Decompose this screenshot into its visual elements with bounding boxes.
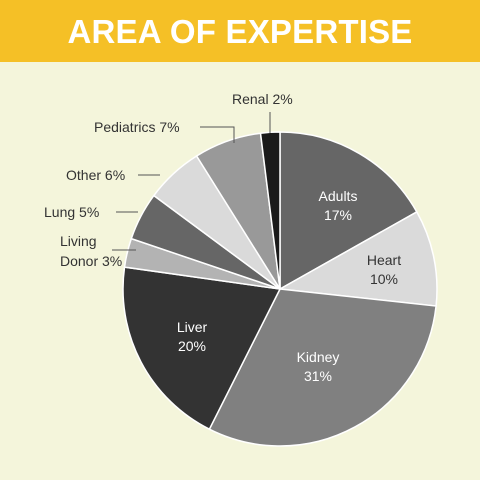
slice-label-lung: Lung 5% — [44, 204, 99, 220]
pie-slice-liver — [122, 266, 282, 431]
title-bar: AREA OF EXPERTISE — [0, 0, 480, 62]
slice-value-heart: 10% — [370, 271, 398, 287]
slice-label-renal: Renal 2% — [232, 91, 293, 107]
pie-slice-kidney — [208, 288, 437, 447]
slice-label-liver: Liver — [177, 319, 208, 335]
slice-label-kidney: Kidney — [297, 349, 340, 365]
slice-label-adults: Adults — [319, 188, 358, 204]
slice-label-pediatrics: Pediatrics 7% — [94, 119, 180, 135]
pie-slice-adults — [279, 131, 418, 291]
slice-value-kidney: 31% — [304, 368, 332, 384]
pie-slice-heart — [277, 210, 438, 307]
chart-title: AREA OF EXPERTISE — [67, 12, 413, 50]
slice-value-liver: 20% — [178, 338, 206, 354]
leader-line-pediatrics — [200, 126, 235, 143]
slice-label-heart: Heart — [367, 252, 401, 268]
slice-value-adults: 17% — [324, 207, 352, 223]
slice-label-other: Other 6% — [66, 167, 125, 183]
slice-label-living-donor: Living — [60, 233, 97, 249]
slice-label-living-donor-line2: Donor 3% — [60, 253, 122, 269]
